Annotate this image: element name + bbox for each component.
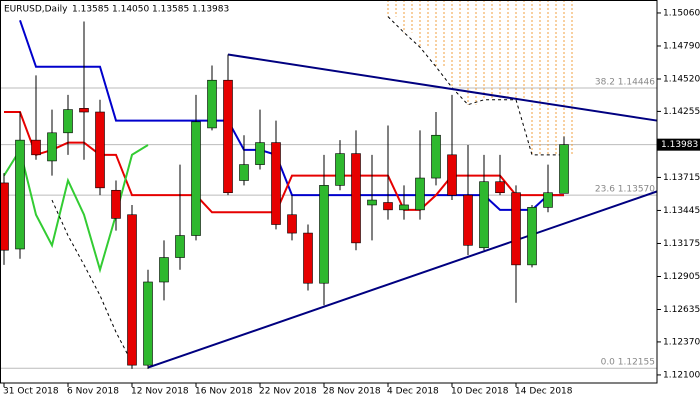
candle-body <box>255 142 265 165</box>
candle-body <box>63 109 73 134</box>
indicator-line <box>3 144 149 274</box>
trendline <box>147 190 657 369</box>
chart-title: EURUSD,Daily <box>4 5 68 15</box>
ohlc-label: 1.13585 <box>72 5 109 15</box>
candle-body <box>303 232 313 284</box>
y-tick-label: 1.14520 <box>663 74 700 84</box>
candle-body <box>31 139 41 156</box>
candle-body <box>495 181 505 194</box>
fib-label: 38.2 1.14446 <box>595 78 655 88</box>
y-tick-label: 1.12635 <box>663 305 700 315</box>
candle-body <box>399 204 409 211</box>
x-tick-label: 12 Nov 2018 <box>131 387 189 397</box>
fib-label: 0.0 1.12155 <box>601 358 655 368</box>
candle-body <box>47 132 57 162</box>
candle-body <box>415 177 425 211</box>
y-tick-label: 1.13445 <box>663 206 700 216</box>
candle-body <box>143 281 153 366</box>
candle-body <box>511 192 521 266</box>
y-tick-label: 1.12905 <box>663 272 700 282</box>
candle-body <box>159 257 169 283</box>
fib-label: 23.6 1.13570 <box>595 185 655 195</box>
candle-body <box>287 214 297 234</box>
candle-body <box>351 153 361 244</box>
candle-body <box>543 192 553 208</box>
candle-body <box>95 111 105 189</box>
candle-body <box>79 108 89 113</box>
indicator-line <box>51 16 564 363</box>
last-price-box <box>657 138 700 151</box>
y-tick-label: 1.14790 <box>663 41 700 51</box>
candle-body <box>175 235 185 258</box>
candle-body <box>127 214 137 366</box>
candle-body <box>367 199 377 206</box>
candle-body <box>207 79 217 129</box>
candle-body <box>239 164 249 181</box>
y-tick-label: 1.12100 <box>663 370 700 380</box>
y-tick-label: 1.13715 <box>663 173 700 183</box>
x-tick-label: 28 Nov 2018 <box>323 387 381 397</box>
candle-body <box>447 154 457 196</box>
plot-area: 38.2 1.14446 23.6 1.13570 0.0 1.12155 <box>0 0 657 369</box>
candle-body <box>223 79 233 194</box>
x-tick-label: 16 Nov 2018 <box>195 387 253 397</box>
candle-body <box>383 202 393 211</box>
trendline <box>227 53 657 122</box>
y-tick-label: 1.15060 <box>663 8 700 18</box>
candle-body <box>463 194 473 246</box>
candle-body <box>15 139 25 250</box>
ohlc-label: 1.13983 <box>192 5 229 15</box>
y-tick-label: 1.13175 <box>663 239 700 249</box>
y-tick-label: 1.14255 <box>663 107 700 117</box>
candle-body <box>0 182 9 251</box>
x-tick-label: 6 Nov 2018 <box>67 387 119 397</box>
last-price-label: 1.13983 <box>661 140 698 150</box>
candle-body <box>335 153 345 186</box>
candle-body <box>559 144 569 194</box>
x-tick-label: 31 Oct 2018 <box>3 387 59 397</box>
candle-body <box>479 181 489 249</box>
ohlc-label: 1.14050 <box>112 5 149 15</box>
candle-body <box>111 189 121 219</box>
x-tick-label: 22 Nov 2018 <box>259 387 317 397</box>
x-tick-label: 10 Dec 2018 <box>451 387 509 397</box>
ohlc-label: 1.13585 <box>152 5 189 15</box>
y-tick-label: 1.12370 <box>663 337 700 347</box>
x-tick-label: 14 Dec 2018 <box>515 387 573 397</box>
plot-frame <box>0 0 658 384</box>
candle-body <box>319 185 329 284</box>
candle-body <box>271 142 281 225</box>
candle-body <box>191 121 201 236</box>
x-tick-label: 4 Dec 2018 <box>387 387 439 397</box>
candle-body <box>527 207 537 266</box>
candle-body <box>431 134 441 179</box>
